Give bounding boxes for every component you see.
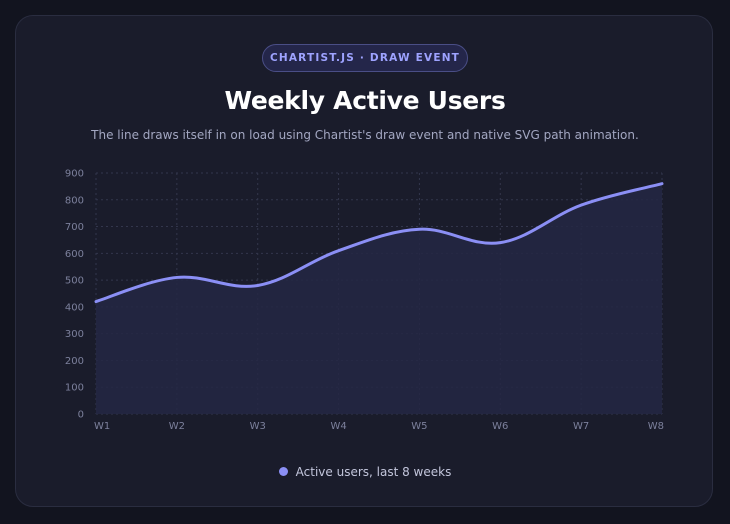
- x-tick-label: W6: [492, 421, 508, 432]
- chart-title: Weekly Active Users: [224, 86, 506, 115]
- y-tick-label: 600: [65, 249, 84, 260]
- y-axis-ticks: 0 100 200 300 400 500 600 700 800 900: [65, 169, 84, 421]
- y-tick-label: 100: [65, 383, 84, 394]
- library-badge: CHARTIST.JS · DRAW EVENT: [262, 44, 468, 72]
- legend-dot-icon: [278, 467, 288, 476]
- x-tick-label: W8: [648, 421, 664, 432]
- x-axis-ticks: W1 W2 W3 W4 W5 W6 W7 W8: [94, 421, 664, 432]
- legend: Active users, last 8 weeks: [16, 465, 714, 479]
- x-tick-label: W1: [94, 421, 110, 432]
- y-tick-label: 500: [65, 276, 84, 287]
- area-layer: [96, 183, 662, 414]
- y-tick-label: 900: [65, 169, 84, 180]
- x-tick-label: W5: [411, 421, 427, 432]
- x-tick-label: W3: [250, 421, 266, 432]
- y-tick-label: 200: [65, 356, 84, 367]
- y-tick-label: 0: [78, 410, 84, 421]
- x-tick-label: W7: [573, 421, 589, 432]
- x-tick-label: W2: [169, 421, 185, 432]
- chart-subtitle: The line draws itself in on load using C…: [91, 128, 639, 142]
- y-tick-label: 700: [65, 222, 84, 233]
- legend-label: Active users, last 8 weeks: [295, 465, 452, 479]
- x-tick-label: W4: [330, 421, 346, 432]
- y-tick-label: 800: [65, 195, 84, 206]
- y-tick-label: 300: [65, 329, 84, 340]
- chart-card: CHARTIST.JS · DRAW EVENT Weekly Active U…: [15, 15, 713, 507]
- series-line: [94, 182, 664, 304]
- line-layer: [94, 182, 664, 304]
- y-tick-label: 400: [65, 302, 84, 313]
- series-area: [96, 183, 662, 414]
